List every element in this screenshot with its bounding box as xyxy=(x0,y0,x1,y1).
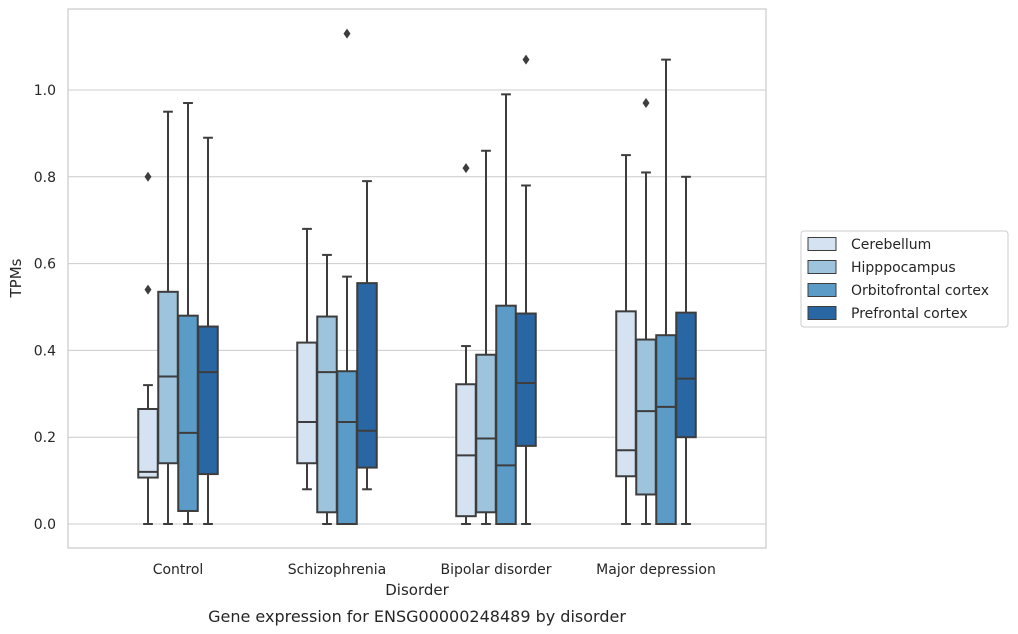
legend-swatch xyxy=(807,260,837,274)
y-tick-label: 1.0 xyxy=(34,83,56,99)
iqr-box xyxy=(356,282,378,469)
box-hipppocampus xyxy=(475,149,497,525)
legend-label: Orbitofrontal cortex xyxy=(851,283,989,299)
outlier-marker xyxy=(462,163,470,174)
iqr-box xyxy=(635,338,657,496)
y-tick-labels: 0.0 0.2 0.4 0.6 0.8 1.0 xyxy=(34,83,56,533)
x-tick-labels: Control Schizophrenia Bipolar disorder Majo… xyxy=(153,562,716,578)
outlier-marker xyxy=(343,28,351,39)
box-hipppocampus xyxy=(635,98,657,525)
iqr-box xyxy=(675,311,697,439)
iqr-box xyxy=(455,383,477,518)
outlier-marker xyxy=(144,284,152,295)
box-hipppocampus xyxy=(157,110,179,525)
legend-frame xyxy=(800,230,1009,328)
iqr-box xyxy=(336,370,358,525)
iqr-box xyxy=(495,304,517,525)
box-prefrontal-cortex xyxy=(356,180,378,491)
legend-items: Cerebellum Hipppocampus Orbitofrontal cort… xyxy=(807,237,989,322)
box-cerebellum xyxy=(455,163,477,525)
iqr-box xyxy=(316,315,338,514)
chart-caption: Gene expression for ENSG00000248489 by d… xyxy=(208,607,626,626)
x-tick-label: Bipolar disorder xyxy=(440,562,551,578)
legend-label: Prefrontal cortex xyxy=(851,306,968,322)
box-orbitofrontal-cortex xyxy=(177,102,199,525)
box-hipppocampus xyxy=(316,253,338,525)
box-cerebellum xyxy=(615,154,637,525)
legend: Cerebellum Hipppocampus Orbitofrontal cort… xyxy=(800,230,1009,328)
y-axis-label: TPMs xyxy=(7,258,25,298)
y-tick-label: 0.2 xyxy=(34,430,56,446)
iqr-box xyxy=(296,341,318,465)
box-prefrontal-cortex xyxy=(515,54,537,525)
legend-label: Hipppocampus xyxy=(851,260,956,276)
outlier-marker xyxy=(642,98,650,109)
x-tick-label: Schizophrenia xyxy=(288,562,386,578)
box-cerebellum xyxy=(137,171,159,525)
iqr-box xyxy=(655,334,677,525)
plot-area-frame xyxy=(67,8,767,549)
y-tick-label: 0.4 xyxy=(34,343,56,359)
outlier-marker xyxy=(144,171,152,182)
legend-label: Cerebellum xyxy=(851,237,931,253)
box-orbitofrontal-cortex xyxy=(655,58,677,525)
boxes xyxy=(137,28,697,525)
y-tick-label: 0.0 xyxy=(34,517,56,533)
box-orbitofrontal-cortex xyxy=(495,93,517,525)
iqr-box xyxy=(157,290,179,465)
y-tick-label: 0.6 xyxy=(34,257,56,273)
legend-swatch xyxy=(807,306,837,320)
outlier-marker xyxy=(522,54,530,65)
x-tick-label: Control xyxy=(153,562,204,578)
box-prefrontal-cortex xyxy=(197,136,219,525)
iqr-box xyxy=(615,310,637,478)
box-prefrontal-cortex xyxy=(675,175,697,525)
iqr-box xyxy=(137,407,159,479)
box-orbitofrontal-cortex xyxy=(336,28,358,525)
iqr-box xyxy=(515,312,537,447)
iqr-box xyxy=(177,314,199,512)
legend-swatch xyxy=(807,237,837,251)
y-tick-label: 0.8 xyxy=(34,170,56,186)
box-cerebellum xyxy=(296,227,318,491)
iqr-box xyxy=(197,325,219,476)
x-axis-label: Disorder xyxy=(385,581,449,599)
legend-swatch xyxy=(807,283,837,297)
x-tick-label: Major depression xyxy=(596,562,716,578)
iqr-box xyxy=(475,353,497,514)
